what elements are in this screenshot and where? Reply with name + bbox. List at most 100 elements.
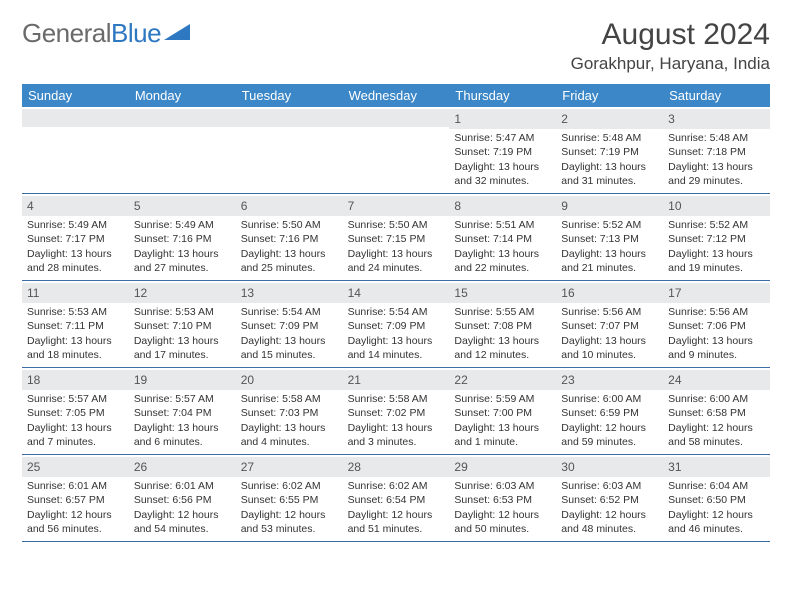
sunset-text: Sunset: 7:09 PM xyxy=(241,319,338,333)
weekday-header: Thursday xyxy=(449,84,556,107)
daylight-text: Daylight: 13 hours and 9 minutes. xyxy=(668,334,765,362)
week-row: 25Sunrise: 6:01 AMSunset: 6:57 PMDayligh… xyxy=(22,455,770,542)
week-row: 18Sunrise: 5:57 AMSunset: 7:05 PMDayligh… xyxy=(22,368,770,455)
daylight-text: Daylight: 13 hours and 32 minutes. xyxy=(454,160,551,188)
daylight-text: Daylight: 12 hours and 58 minutes. xyxy=(668,421,765,449)
sunset-text: Sunset: 7:16 PM xyxy=(134,232,231,246)
logo-triangle-icon xyxy=(164,22,190,42)
daylight-text: Daylight: 12 hours and 53 minutes. xyxy=(241,508,338,536)
day-number: 26 xyxy=(129,457,236,477)
day-cell: 12Sunrise: 5:53 AMSunset: 7:10 PMDayligh… xyxy=(129,281,236,367)
sunset-text: Sunset: 7:16 PM xyxy=(241,232,338,246)
sunrise-text: Sunrise: 5:53 AM xyxy=(27,305,124,319)
daylight-text: Daylight: 13 hours and 14 minutes. xyxy=(348,334,445,362)
title-block: August 2024 Gorakhpur, Haryana, India xyxy=(571,18,770,74)
day-number: 2 xyxy=(556,109,663,129)
sunset-text: Sunset: 7:11 PM xyxy=(27,319,124,333)
day-number: 5 xyxy=(129,196,236,216)
sunrise-text: Sunrise: 5:48 AM xyxy=(668,131,765,145)
logo-text-1: General xyxy=(22,18,111,49)
sunset-text: Sunset: 7:12 PM xyxy=(668,232,765,246)
sunset-text: Sunset: 6:55 PM xyxy=(241,493,338,507)
sunset-text: Sunset: 6:58 PM xyxy=(668,406,765,420)
day-cell: 9 Sunrise: 5:52 AMSunset: 7:13 PMDaylight… xyxy=(556,194,663,280)
week-row: 4Sunrise: 5:49 AMSunset: 7:17 PMDaylight… xyxy=(22,194,770,281)
day-cell: 10Sunrise: 5:52 AMSunset: 7:12 PMDayligh… xyxy=(663,194,770,280)
daylight-text: Daylight: 13 hours and 19 minutes. xyxy=(668,247,765,275)
sunset-text: Sunset: 6:53 PM xyxy=(454,493,551,507)
weekday-header: Saturday xyxy=(663,84,770,107)
day-cell: 28Sunrise: 6:02 AMSunset: 6:54 PMDayligh… xyxy=(343,455,450,541)
daylight-text: Daylight: 13 hours and 27 minutes. xyxy=(134,247,231,275)
sunset-text: Sunset: 7:14 PM xyxy=(454,232,551,246)
sunrise-text: Sunrise: 5:57 AM xyxy=(27,392,124,406)
sunrise-text: Sunrise: 5:58 AM xyxy=(241,392,338,406)
day-number xyxy=(236,109,343,127)
sunset-text: Sunset: 7:05 PM xyxy=(27,406,124,420)
sunrise-text: Sunrise: 5:52 AM xyxy=(561,218,658,232)
day-number: 16 xyxy=(556,283,663,303)
sunset-text: Sunset: 7:18 PM xyxy=(668,145,765,159)
day-cell: 18Sunrise: 5:57 AMSunset: 7:05 PMDayligh… xyxy=(22,368,129,454)
sunset-text: Sunset: 6:56 PM xyxy=(134,493,231,507)
sunrise-text: Sunrise: 5:55 AM xyxy=(454,305,551,319)
month-title: August 2024 xyxy=(571,18,770,52)
day-cell: 15Sunrise: 5:55 AMSunset: 7:08 PMDayligh… xyxy=(449,281,556,367)
sunset-text: Sunset: 7:04 PM xyxy=(134,406,231,420)
daylight-text: Daylight: 13 hours and 7 minutes. xyxy=(27,421,124,449)
day-number: 9 xyxy=(556,196,663,216)
sunrise-text: Sunrise: 6:00 AM xyxy=(668,392,765,406)
day-cell xyxy=(129,107,236,193)
sunrise-text: Sunrise: 5:52 AM xyxy=(668,218,765,232)
daylight-text: Daylight: 12 hours and 54 minutes. xyxy=(134,508,231,536)
daylight-text: Daylight: 13 hours and 15 minutes. xyxy=(241,334,338,362)
sunrise-text: Sunrise: 6:03 AM xyxy=(561,479,658,493)
sunrise-text: Sunrise: 6:02 AM xyxy=(241,479,338,493)
day-number: 25 xyxy=(22,457,129,477)
sunset-text: Sunset: 6:54 PM xyxy=(348,493,445,507)
daylight-text: Daylight: 13 hours and 25 minutes. xyxy=(241,247,338,275)
logo: GeneralBlue xyxy=(22,18,190,49)
day-number: 13 xyxy=(236,283,343,303)
daylight-text: Daylight: 12 hours and 46 minutes. xyxy=(668,508,765,536)
day-cell: 11Sunrise: 5:53 AMSunset: 7:11 PMDayligh… xyxy=(22,281,129,367)
sunset-text: Sunset: 7:00 PM xyxy=(454,406,551,420)
sunrise-text: Sunrise: 6:03 AM xyxy=(454,479,551,493)
day-cell: 19Sunrise: 5:57 AMSunset: 7:04 PMDayligh… xyxy=(129,368,236,454)
day-cell: 17Sunrise: 5:56 AMSunset: 7:06 PMDayligh… xyxy=(663,281,770,367)
sunrise-text: Sunrise: 5:49 AM xyxy=(134,218,231,232)
sunrise-text: Sunrise: 6:04 AM xyxy=(668,479,765,493)
day-number: 8 xyxy=(449,196,556,216)
sunrise-text: Sunrise: 6:01 AM xyxy=(134,479,231,493)
daylight-text: Daylight: 13 hours and 24 minutes. xyxy=(348,247,445,275)
day-number: 27 xyxy=(236,457,343,477)
calendar: Sunday Monday Tuesday Wednesday Thursday… xyxy=(22,84,770,542)
daylight-text: Daylight: 13 hours and 17 minutes. xyxy=(134,334,231,362)
day-cell: 5 Sunrise: 5:49 AMSunset: 7:16 PMDaylight… xyxy=(129,194,236,280)
sunset-text: Sunset: 7:15 PM xyxy=(348,232,445,246)
day-number: 7 xyxy=(343,196,450,216)
weekday-header-row: Sunday Monday Tuesday Wednesday Thursday… xyxy=(22,84,770,107)
sunrise-text: Sunrise: 6:02 AM xyxy=(348,479,445,493)
day-cell xyxy=(343,107,450,193)
day-cell: 31Sunrise: 6:04 AMSunset: 6:50 PMDayligh… xyxy=(663,455,770,541)
day-number: 30 xyxy=(556,457,663,477)
day-cell: 21Sunrise: 5:58 AMSunset: 7:02 PMDayligh… xyxy=(343,368,450,454)
day-number: 12 xyxy=(129,283,236,303)
daylight-text: Daylight: 13 hours and 21 minutes. xyxy=(561,247,658,275)
sunrise-text: Sunrise: 5:59 AM xyxy=(454,392,551,406)
day-cell: 27 Sunrise: 6:02 AMSunset: 6:55 PMDayligh… xyxy=(236,455,343,541)
day-number: 31 xyxy=(663,457,770,477)
day-number: 3 xyxy=(663,109,770,129)
sunset-text: Sunset: 7:13 PM xyxy=(561,232,658,246)
day-number: 28 xyxy=(343,457,450,477)
day-number: 23 xyxy=(556,370,663,390)
weekday-header: Wednesday xyxy=(343,84,450,107)
day-cell: 3Sunrise: 5:48 AMSunset: 7:18 PMDaylight… xyxy=(663,107,770,193)
day-cell: 16Sunrise: 5:56 AMSunset: 7:07 PMDayligh… xyxy=(556,281,663,367)
daylight-text: Daylight: 12 hours and 56 minutes. xyxy=(27,508,124,536)
sunrise-text: Sunrise: 5:50 AM xyxy=(241,218,338,232)
sunset-text: Sunset: 7:07 PM xyxy=(561,319,658,333)
day-cell: 20Sunrise: 5:58 AMSunset: 7:03 PMDayligh… xyxy=(236,368,343,454)
day-number: 11 xyxy=(22,283,129,303)
